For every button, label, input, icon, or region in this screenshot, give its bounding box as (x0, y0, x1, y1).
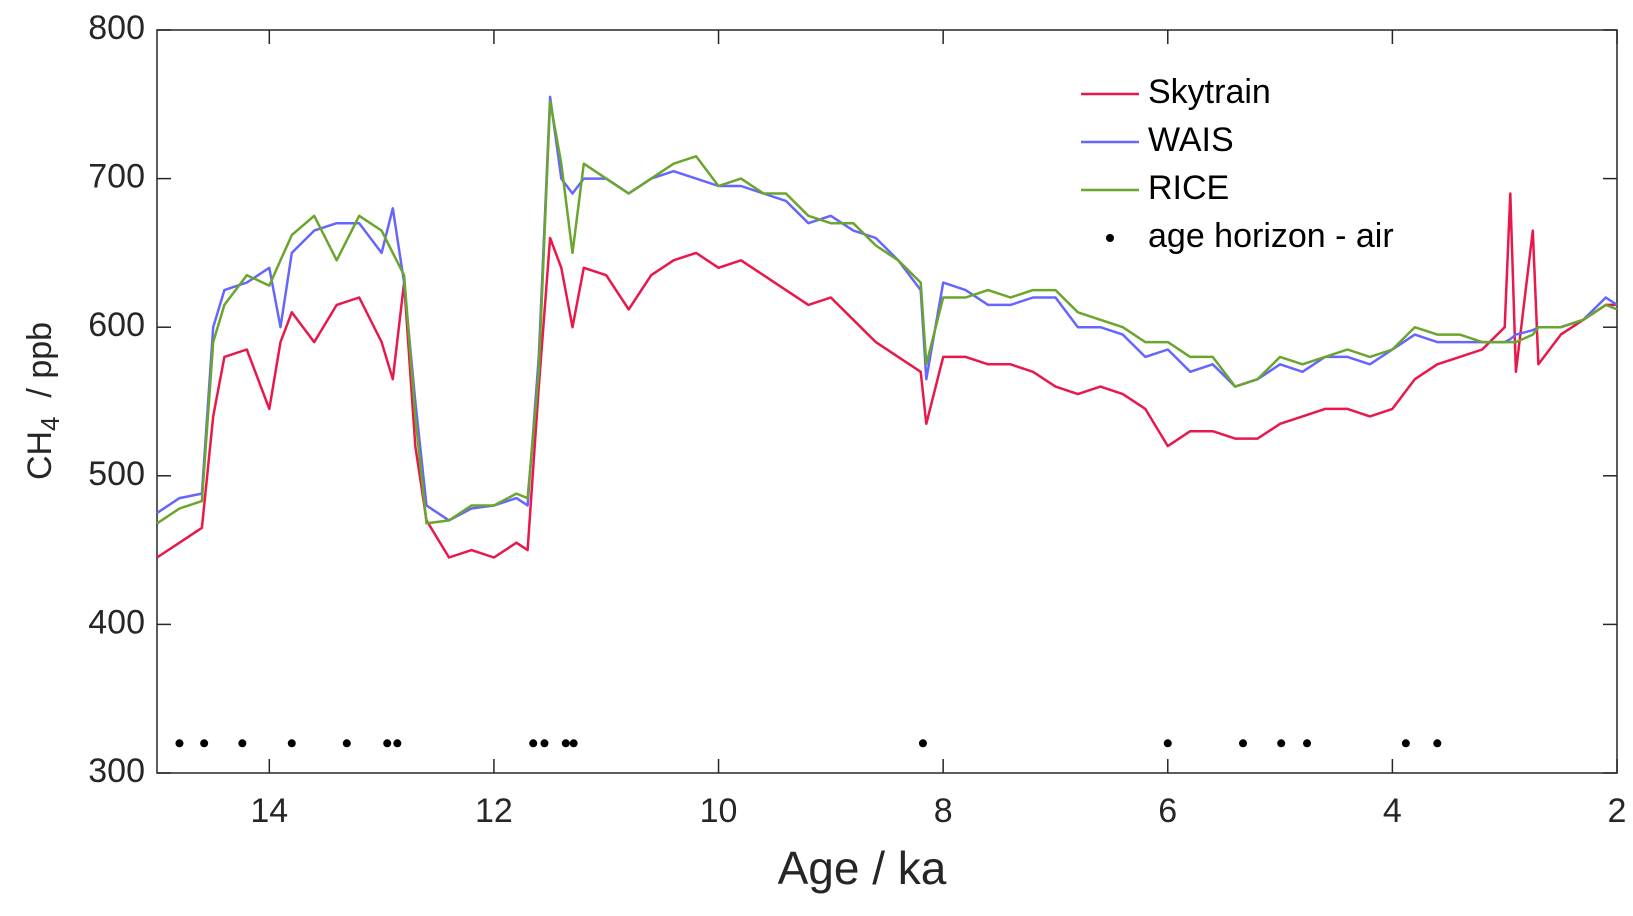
series-line (156, 192, 1617, 559)
x-tick-label: 10 (700, 792, 738, 830)
legend-label: WAIS (1148, 121, 1234, 159)
y-tick-label: 300 (88, 752, 145, 790)
y-tick-label: 800 (88, 9, 145, 47)
legend-label: age horizon - air (1148, 217, 1394, 255)
age-horizon-dot (175, 739, 184, 748)
y-tick-label: 400 (88, 603, 145, 641)
age-horizon-dot (1277, 739, 1286, 748)
y-label-main: CH (21, 431, 59, 480)
age-horizon-dot (383, 739, 392, 748)
age-horizon-dot (569, 739, 578, 748)
y-axis-label: CH4 / ppb (21, 322, 65, 480)
age-horizon-dot (918, 739, 927, 748)
x-tick-label: 6 (1158, 792, 1177, 830)
y-label-rest: / ppb (21, 322, 59, 417)
y-tick-label: 700 (88, 158, 145, 196)
series-line (156, 100, 1618, 525)
age-horizon-dot (529, 739, 538, 748)
age-horizon-dot (1401, 739, 1410, 748)
age-horizon-dot (393, 739, 402, 748)
legend-marker (1106, 234, 1114, 242)
y-label-sub: 4 (35, 416, 65, 430)
x-tick-label: 4 (1383, 792, 1402, 830)
legend-label: RICE (1148, 169, 1229, 207)
y-tick-label: 500 (88, 455, 145, 493)
series-line (156, 95, 1618, 522)
age-horizon-dot (1239, 739, 1248, 748)
x-axis-label: Age / ka (778, 842, 947, 894)
age-horizon-dot (540, 739, 549, 748)
x-tick-label: 14 (250, 792, 288, 830)
x-tick-label: 8 (934, 792, 953, 830)
age-horizon-dot (1303, 739, 1312, 748)
age-horizon-dot (287, 739, 296, 748)
x-tick-label: 2 (1608, 792, 1627, 830)
age-horizon-dot (561, 739, 570, 748)
legend-label: Skytrain (1148, 73, 1271, 111)
age-horizon-dot (1433, 739, 1442, 748)
x-tick-label: 12 (475, 792, 513, 830)
age-horizon-dot (1163, 739, 1172, 748)
y-tick-label: 600 (88, 306, 145, 344)
age-horizon-dot (200, 739, 209, 748)
plot-area (156, 29, 1618, 774)
age-horizon-dot (342, 739, 351, 748)
age-horizon-dot (238, 739, 247, 748)
